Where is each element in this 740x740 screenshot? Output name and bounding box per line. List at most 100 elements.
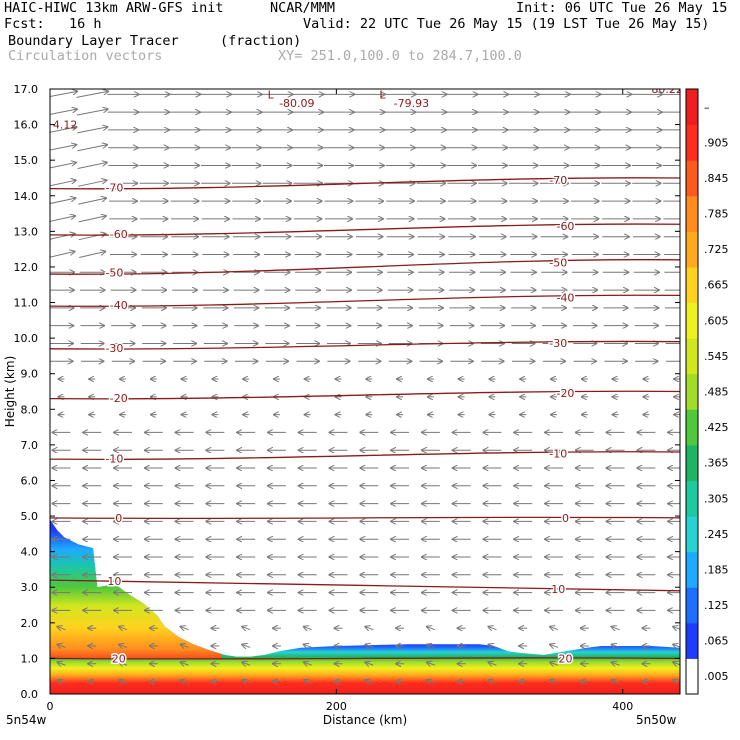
colorbar-segment bbox=[686, 373, 698, 410]
wind-vector bbox=[77, 180, 106, 187]
tracer-upper-plume bbox=[50, 519, 222, 659]
y-tick-label: 4.0 bbox=[21, 546, 39, 559]
left-endpoint-label: 5n54w bbox=[6, 713, 47, 727]
forecast-hour: Fcst: 16 h bbox=[4, 16, 102, 32]
wind-vector bbox=[612, 627, 620, 630]
extremum-label: -79.93 bbox=[394, 97, 429, 110]
wind-vector bbox=[365, 680, 374, 683]
contour-label: 0 bbox=[562, 512, 569, 525]
contour-label: -60 bbox=[110, 228, 128, 241]
xsec-endpoints: XY= 251.0,100.0 to 284.7,100.0 bbox=[278, 48, 522, 64]
wind-vector bbox=[488, 680, 497, 683]
colorbar-label: – bbox=[704, 101, 710, 114]
wind-vector bbox=[181, 627, 189, 630]
wind-vector bbox=[242, 662, 251, 665]
contour-line bbox=[50, 294, 680, 307]
wind-vector bbox=[119, 627, 128, 630]
wind-vector bbox=[427, 662, 436, 665]
wind-vector bbox=[119, 662, 128, 665]
wind-vector bbox=[242, 644, 251, 647]
extremum-label: 80.22 bbox=[651, 83, 683, 96]
contour-label: -10 bbox=[105, 452, 123, 465]
y-tick-label: 17.0 bbox=[14, 83, 39, 96]
y-tick-label: 0.0 bbox=[21, 688, 39, 701]
wind-vector bbox=[612, 680, 620, 683]
y-tick-label: 15.0 bbox=[14, 154, 39, 167]
contour-line bbox=[50, 516, 680, 520]
y-tick-label: 2.0 bbox=[21, 617, 39, 630]
colorbar-label: .905 bbox=[704, 136, 729, 149]
colorbar-segment bbox=[686, 124, 698, 161]
wind-vector bbox=[304, 644, 312, 647]
y-tick-label: 14.0 bbox=[14, 190, 39, 203]
extremum-label: 4.12 bbox=[53, 119, 77, 132]
contour-label: -70 bbox=[105, 182, 123, 195]
wind-vector bbox=[50, 109, 77, 115]
y-tick-label: 5.0 bbox=[21, 510, 39, 523]
contour-label: -50 bbox=[105, 267, 123, 280]
x-tick-label: 0 bbox=[47, 700, 54, 713]
wind-vector bbox=[550, 644, 559, 647]
contour-line bbox=[50, 259, 680, 275]
colorbar-label: .605 bbox=[704, 314, 729, 327]
contour-label: 20 bbox=[558, 652, 572, 665]
wind-vector bbox=[365, 662, 374, 665]
colorbar-label: .305 bbox=[704, 492, 729, 505]
wind-vector bbox=[304, 627, 312, 630]
wind-vector bbox=[50, 251, 74, 258]
colorbar-label: .245 bbox=[704, 528, 729, 541]
vector-label: Circulation vectors bbox=[8, 48, 163, 64]
wind-vector bbox=[119, 680, 128, 683]
colorbar-frame bbox=[685, 88, 699, 695]
colorbar-segment bbox=[686, 551, 698, 588]
contour-label: -30 bbox=[105, 342, 123, 355]
colorbar-label: .785 bbox=[704, 208, 729, 221]
contour-line bbox=[50, 657, 680, 660]
wind-vector bbox=[50, 216, 75, 222]
wind-vector bbox=[304, 662, 312, 665]
model-title: HAIC-HIWC 13km ARW-GFS init bbox=[4, 0, 224, 16]
wind-vector bbox=[50, 163, 76, 169]
wind-vector bbox=[550, 627, 559, 630]
contour-line bbox=[50, 579, 680, 592]
wind-vector bbox=[50, 198, 76, 205]
colorbar: .005 .065 .125 .185 .245 .305 .365 .425 .485 .545… bbox=[685, 88, 729, 695]
wind-vector bbox=[77, 127, 107, 134]
colorbar-segment bbox=[686, 480, 698, 517]
wind-vector bbox=[50, 91, 77, 98]
colorbar-segment bbox=[686, 587, 698, 624]
wind-vector bbox=[57, 644, 66, 647]
colorbar-label: .065 bbox=[704, 635, 729, 648]
colorbar-label: .485 bbox=[704, 386, 729, 399]
wind-vector bbox=[488, 644, 497, 647]
wind-vector bbox=[50, 127, 76, 133]
y-tick-label: 11.0 bbox=[14, 297, 39, 310]
field-units: (fraction) bbox=[220, 33, 302, 49]
wind-vector bbox=[181, 680, 189, 683]
x-axis-label: Distance (km) bbox=[323, 713, 407, 727]
colorbar-label: .005 bbox=[704, 670, 729, 683]
wind-vector bbox=[77, 163, 107, 170]
colorbar-segment bbox=[686, 338, 698, 375]
wind-vector bbox=[365, 644, 374, 647]
contour-line bbox=[50, 390, 680, 400]
contour-label: 10 bbox=[551, 583, 565, 596]
contour-label: 10 bbox=[107, 575, 121, 588]
wind-vector bbox=[427, 644, 436, 647]
wind-vector bbox=[242, 680, 251, 683]
field-name: Boundary Layer Tracer bbox=[8, 33, 179, 49]
colorbar-label: .725 bbox=[704, 243, 729, 256]
valid-time: Valid: 22 UTC Tue 26 May 15 (19 LST Tue … bbox=[303, 16, 710, 32]
y-tick-label: 13.0 bbox=[14, 225, 39, 238]
colorbar-segment bbox=[686, 444, 698, 481]
contour-line bbox=[50, 177, 680, 190]
contour-label: -20 bbox=[110, 392, 128, 405]
contour-label: -70 bbox=[549, 174, 567, 187]
plot-axes: 0.0 1.0 2.0 3.0 4.0 5.0 6.0 7.0 8.0 9.0 10.0 11.0 12… bbox=[3, 83, 681, 727]
colorbar-segment bbox=[686, 231, 698, 268]
contour-line bbox=[50, 451, 680, 461]
contour-label: -10 bbox=[549, 447, 567, 460]
wind-vector bbox=[77, 145, 107, 152]
contour-label: -60 bbox=[556, 220, 574, 233]
y-tick-label: 1.0 bbox=[21, 652, 39, 665]
